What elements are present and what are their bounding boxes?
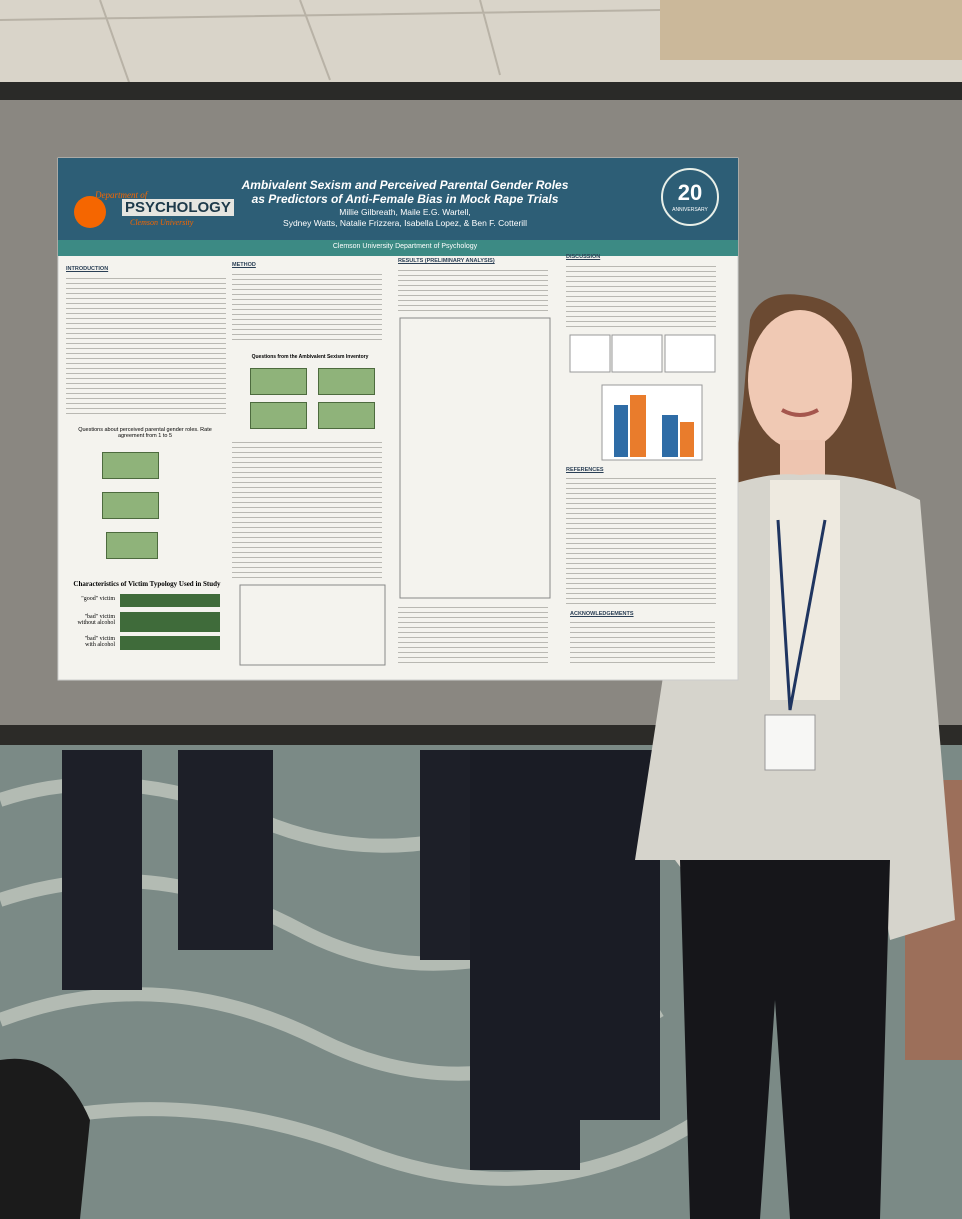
title-line: Ambivalent Sexism and Perceived Parental… [241, 178, 569, 192]
face [748, 310, 852, 450]
method-table [239, 584, 386, 666]
victim-box [120, 594, 220, 607]
references-text [566, 476, 716, 606]
header-band [58, 240, 738, 256]
scatter-plot [611, 334, 663, 373]
name-badge [764, 714, 816, 771]
badge-label: ANNIVERSARY [672, 207, 708, 213]
victim-box [120, 636, 220, 650]
leg [62, 750, 142, 990]
results-text [398, 605, 548, 665]
beam [0, 82, 962, 104]
badge-number: 20 [677, 180, 703, 205]
neck [780, 440, 825, 480]
results-text [398, 268, 548, 313]
paw-logo [74, 196, 106, 228]
question-box [318, 368, 375, 395]
section-heading: METHOD [232, 262, 256, 268]
question-box [102, 452, 159, 479]
question-box [318, 402, 375, 429]
acknowledgements-text [570, 620, 715, 665]
bar [662, 415, 678, 457]
method-text [232, 272, 382, 342]
scatter-plot [569, 334, 611, 373]
victim-box [120, 612, 220, 632]
badge-ring [661, 168, 719, 226]
figure-caption: Questions about perceived parental gende… [78, 427, 212, 439]
author-line: Sydney Watts, Natalie Frizzera, Isabella… [283, 218, 527, 228]
bar [630, 395, 646, 457]
discussion-text [566, 264, 716, 329]
title: Ambivalent Sexism and Perceived Parental… [215, 178, 595, 206]
bar [614, 405, 628, 457]
question-box [102, 492, 159, 519]
section-heading: REFERENCES [566, 467, 604, 473]
bar [680, 422, 694, 457]
author-line: Millie Gilbreath, Maile E.G. Wartell, [339, 207, 471, 217]
section-heading: DISCUSSION [566, 254, 601, 260]
authors: Millie Gilbreath, Maile E.G. Wartell, Sy… [215, 207, 595, 229]
victim-type: "bad" victim with alcohol [84, 636, 115, 648]
bag [0, 1058, 90, 1219]
scatter-plot [664, 334, 716, 373]
trousers [680, 860, 890, 1219]
university: Clemson University [130, 218, 194, 227]
question-box [250, 368, 307, 395]
question-box [250, 402, 307, 429]
section-heading: INTRODUCTION [66, 266, 109, 272]
department: Department of [95, 190, 148, 200]
victim-type: "bad" victim without alcohol [77, 614, 116, 626]
wall-top [660, 0, 962, 60]
smile [781, 408, 819, 417]
victim-type: "good" victim [81, 596, 115, 602]
section-heading: RESULTS (PRELIMINARY ANALYSIS) [398, 258, 495, 264]
question-box [106, 532, 158, 559]
method-text [232, 440, 382, 580]
psychology: PSYCHOLOGY [122, 199, 234, 216]
shirt [770, 480, 840, 700]
affiliation: Clemson University Department of Psychol… [332, 243, 478, 250]
ceiling-tiles [0, 0, 661, 86]
figure-caption: Questions from the Ambivalent Sexism Inv… [251, 354, 369, 360]
figure-caption: Characteristics of Victim Typology Used … [73, 580, 221, 588]
title-line: as Predictors of Anti-Female Bias in Moc… [251, 192, 559, 206]
leg [470, 750, 580, 1170]
section-heading: ACKNOWLEDGEMENTS [570, 611, 634, 617]
results-table [399, 317, 551, 599]
intro-text [66, 276, 226, 416]
lanyard [776, 519, 827, 711]
leg [178, 750, 273, 950]
